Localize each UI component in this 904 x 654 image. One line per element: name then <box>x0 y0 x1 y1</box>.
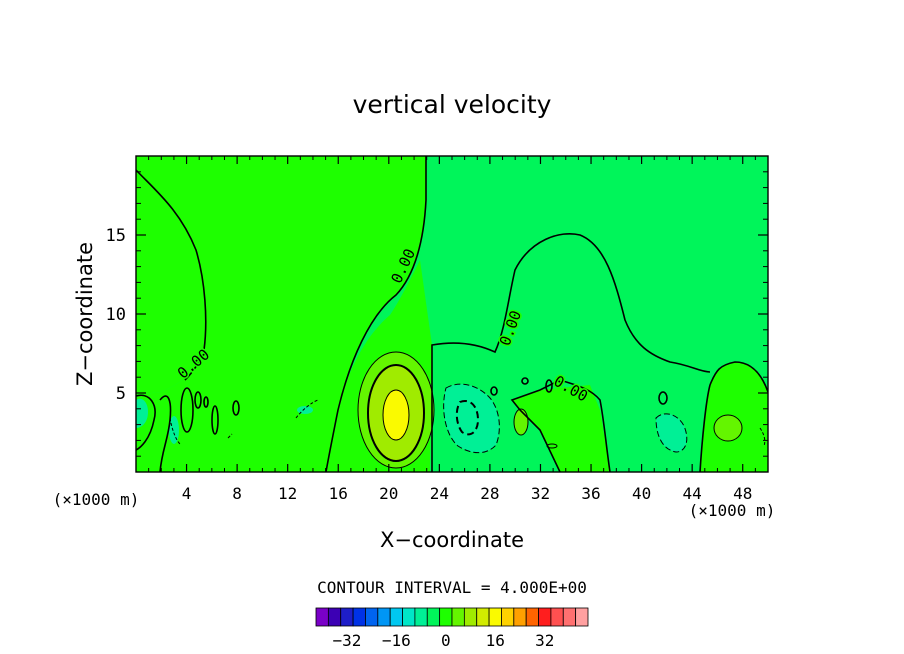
contour-zero-left <box>136 169 207 381</box>
contour-downdraft-center-inner <box>455 400 480 436</box>
colorbar-swatch <box>402 607 416 627</box>
contour-lines <box>136 156 768 472</box>
x-tick-label: 40 <box>632 484 651 503</box>
colorbar-swatch <box>377 607 391 627</box>
region-positive-left <box>136 156 206 395</box>
colorbar-swatch <box>476 607 490 627</box>
colorbar-swatch <box>352 607 366 627</box>
colorbar-tick-label: −16 <box>382 631 411 650</box>
x-tick-label: 24 <box>430 484 449 503</box>
colorbar-swatch <box>550 607 564 627</box>
contour-updraft-small-2 <box>713 414 743 442</box>
region-positive-right <box>512 385 610 472</box>
x-tick-label: 4 <box>182 484 192 503</box>
x-tick-label: 44 <box>683 484 702 503</box>
contour-updraft-small-1 <box>513 408 529 436</box>
downdraft-left <box>136 398 148 428</box>
colorbar-swatch <box>365 607 379 627</box>
x-axis-label: X−coordinate <box>380 528 524 552</box>
y-tick-label: 15 <box>106 226 126 246</box>
contour-small-blob-1 <box>180 387 194 433</box>
colorbar-swatch <box>488 607 502 627</box>
chart-title: vertical velocity <box>353 90 552 119</box>
downdraft-small-2 <box>297 406 313 414</box>
updraft-small-2 <box>714 415 742 441</box>
contour-dashed-small-1 <box>295 399 319 419</box>
x-unit-right: (×1000 m) <box>689 501 776 520</box>
contour-small-blob-7 <box>521 377 529 385</box>
contour-small-blob-3 <box>232 400 240 416</box>
x-tick-label: 16 <box>329 484 348 503</box>
contour-dashed-small-2 <box>169 417 181 445</box>
contour-small-blob-4 <box>194 391 202 409</box>
colorbar-swatch <box>525 607 539 627</box>
colorbar-swatch <box>340 607 354 627</box>
x-tick-label: 12 <box>278 484 297 503</box>
colorbar-swatch <box>562 607 577 627</box>
colorbar-swatch <box>575 607 589 627</box>
contour-downdraft-center <box>443 383 500 454</box>
y-axis-label: Z−coordinate <box>73 242 97 386</box>
colorbar-swatch <box>501 607 515 627</box>
contour-zero-center <box>325 156 427 472</box>
x-tick-label: 20 <box>379 484 398 503</box>
contour-interval-text: CONTOUR INTERVAL = 4.000E+00 <box>317 578 587 597</box>
colorbar-tick-label: 16 <box>486 631 505 650</box>
x-axis: 4 8 12 16 20 24 28 32 36 40 44 48 <box>148 156 756 503</box>
contour-small-blob-8 <box>545 379 553 393</box>
contour-small-blob-5 <box>203 396 209 408</box>
contour-small-blob-6 <box>490 386 498 396</box>
contour-updraft-inner <box>382 389 410 441</box>
downdraft-right <box>656 413 687 452</box>
x-tick-label: 32 <box>531 484 550 503</box>
y-tick-label: 5 <box>116 384 126 404</box>
colorbar-swatch <box>451 607 465 627</box>
colorbar-tick-label: −32 <box>332 631 361 650</box>
colorbar <box>315 607 589 627</box>
colorbar-swatch <box>439 607 453 627</box>
x-unit-left: (×1000 m) <box>53 490 140 509</box>
plot-area: 0.000.000.000.00 <box>136 156 768 472</box>
colorbar-swatch <box>513 607 527 627</box>
downdraft-small-1 <box>169 416 179 444</box>
contour-left-wiggle-1 <box>136 394 156 451</box>
x-tick-label: 8 <box>232 484 242 503</box>
contour-dashed-small-3 <box>227 433 233 439</box>
contour-small-blob-9 <box>658 391 668 405</box>
colorbar-swatch <box>426 607 441 627</box>
colorbar-tick-label: 0 <box>441 631 451 650</box>
x-tick-label: 28 <box>480 484 499 503</box>
colorbar-labels: −32 −16 0 16 32 <box>332 631 554 650</box>
downdraft-center <box>443 384 500 453</box>
contour-updraft-outer <box>357 351 435 469</box>
contour-downdraft-right <box>655 413 688 453</box>
x-tick-label: 48 <box>733 484 752 503</box>
colorbar-swatch <box>327 607 342 627</box>
colorbar-swatch <box>414 607 428 627</box>
contour-zero-dome <box>431 233 711 472</box>
y-axis: 5 10 15 <box>106 171 768 457</box>
colorbar-swatch <box>538 607 552 627</box>
x-tick-label: 36 <box>581 484 600 503</box>
contour-small-blob-10 <box>546 443 558 449</box>
y-tick-label: 10 <box>106 305 126 325</box>
colorbar-swatch <box>463 607 478 627</box>
colorbar-swatch <box>315 607 329 627</box>
colorbar-tick-label: 32 <box>535 631 554 650</box>
colorbar-swatch <box>389 607 403 627</box>
contour-dashed-small-4 <box>759 427 766 447</box>
contour-small-blob-2 <box>211 405 219 435</box>
contour-zero-farright <box>699 361 768 472</box>
updraft-level-12 <box>383 390 409 440</box>
region-positive-center <box>136 156 426 472</box>
contour-updraft-mid <box>367 364 425 462</box>
